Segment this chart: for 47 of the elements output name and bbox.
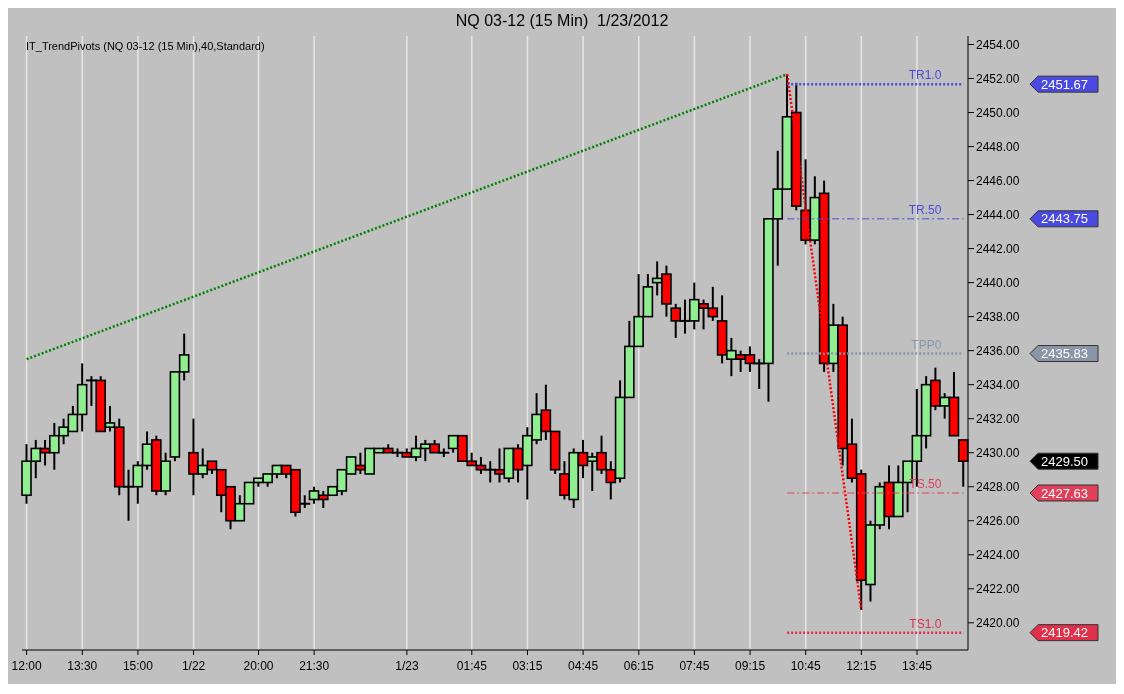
x-tick-label: 20:00 <box>243 659 274 673</box>
y-tick-label: 2452.00 <box>976 71 1020 86</box>
y-tick-label: 2444.00 <box>976 207 1020 222</box>
chart-title: NQ 03-12 (15 Min) 1/23/2012 <box>454 11 670 31</box>
x-tick-label: 09:15 <box>735 659 766 673</box>
ref-line-label: TR1.0 <box>908 68 942 83</box>
y-tick-label: 2438.00 <box>976 309 1020 324</box>
x-tick-label: 12:00 <box>11 659 42 673</box>
y-tick-label: 2448.00 <box>976 139 1020 154</box>
y-tick-label: 2454.00 <box>976 37 1020 52</box>
x-tick-label: 03:15 <box>512 659 543 673</box>
x-tick-label: 13:45 <box>901 659 933 673</box>
y-tick-label: 2420.00 <box>976 616 1020 631</box>
ref-line-label: TS.50 <box>909 477 942 492</box>
text: 2429.50 <box>1041 453 1088 469</box>
y-tick-label: 2432.00 <box>976 411 1020 426</box>
text: 2451.67 <box>1041 76 1088 92</box>
x-tick-label: 07:45 <box>679 659 710 673</box>
x-tick-label: 12:15 <box>846 659 877 673</box>
x-tick-label: 1/23 <box>395 659 419 673</box>
text: 2443.75 <box>1041 211 1088 227</box>
y-tick-label: 2434.00 <box>976 377 1020 392</box>
y-tick-label: 2436.00 <box>976 343 1020 358</box>
x-tick-label: 01:45 <box>456 659 488 673</box>
y-tick-label: 2428.00 <box>976 479 1020 494</box>
text: 2435.83 <box>1041 346 1088 362</box>
x-tick-label: 21:30 <box>299 659 330 673</box>
x-tick-label: 04:45 <box>568 659 599 673</box>
y-tick-label: 2442.00 <box>976 241 1020 256</box>
x-tick-label: 15:00 <box>122 659 154 673</box>
ref-line-label: TPP0 <box>911 337 942 352</box>
y-tick-label: 2440.00 <box>976 275 1020 290</box>
x-tick-label: 06:15 <box>623 659 655 673</box>
x-tick-label: 1/22 <box>181 659 206 673</box>
y-tick-label: 2450.00 <box>976 105 1020 120</box>
annotation: IT_TrendPivots (NQ 03-12 (15 Min),40,Standard) <box>26 40 265 52</box>
y-tick-label: 2426.00 <box>976 514 1020 528</box>
ref-line-label: TR.50 <box>908 202 942 217</box>
y-tick-label: 2446.00 <box>976 173 1020 188</box>
x-tick-label: 10:45 <box>790 659 822 673</box>
text: 2427.63 <box>1041 485 1088 501</box>
y-tick-label: 2424.00 <box>976 548 1020 563</box>
ref-line-label: TS1.0 <box>909 616 942 631</box>
y-tick-label: 2422.00 <box>976 582 1020 597</box>
x-tick-label: 13:30 <box>67 659 98 673</box>
y-tick-label: 2430.00 <box>976 445 1020 460</box>
text: 2419.42 <box>1041 625 1088 641</box>
